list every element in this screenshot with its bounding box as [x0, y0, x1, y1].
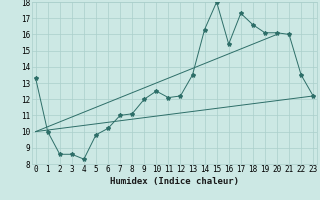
X-axis label: Humidex (Indice chaleur): Humidex (Indice chaleur)	[110, 177, 239, 186]
